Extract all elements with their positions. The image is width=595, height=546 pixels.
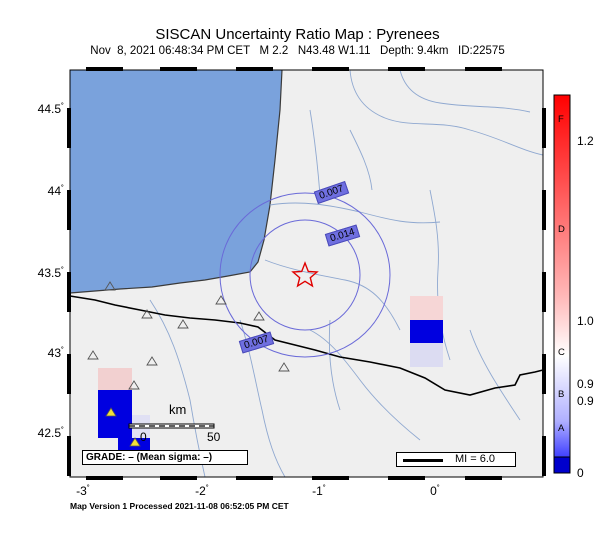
epicenter-star [291, 261, 319, 288]
footer-processed: Map Version 1 Processed 2021-11-08 06:52… [70, 501, 289, 511]
colorbar-label-1.2: 1.2 [577, 134, 594, 148]
frame-ticks [67, 67, 546, 480]
scale-end: 50 [207, 430, 221, 444]
y-tick-42.5: 42.5˚ [37, 426, 64, 440]
scale-start: 0 [140, 430, 147, 444]
mi-line [403, 459, 443, 462]
colorbar-letter-b: B [558, 389, 565, 400]
ocean-area [70, 70, 282, 293]
uncertainty-contours [219, 192, 391, 358]
seismic-stations [87, 281, 290, 390]
colorbar-gradient [553, 94, 571, 458]
x-tick-0: 0˚ [430, 484, 440, 498]
x-tick-minus1: -1˚ [312, 484, 326, 498]
colorbar-letter-f: F [558, 114, 564, 125]
scale-bar [128, 423, 215, 429]
x-tick-minus2: -2˚ [195, 484, 209, 498]
y-tick-43.5: 43.5˚ [37, 266, 64, 280]
colorbar-letter-a: A [558, 423, 565, 434]
x-tick-minus3: -3˚ [76, 484, 90, 498]
colorbar-label-0: 0 [577, 466, 584, 480]
colorbar-letter-d: D [558, 224, 565, 235]
map-title: SISCAN Uncertainty Ratio Map : Pyrenees [155, 26, 440, 43]
colorbar-label-0.9a: 0.9 [577, 377, 594, 391]
uncertainty-cells [98, 296, 443, 450]
event-info: Nov 8, 2021 06:48:34 PM CET M 2.2 N43.48… [90, 45, 505, 57]
colorbar-bottom-swatch [553, 456, 571, 474]
colorbar-label-0.9b: 0.9 [577, 394, 594, 408]
y-tick-44: 44˚ [47, 184, 64, 198]
colorbar-label-1.0: 1.0 [577, 314, 594, 328]
y-tick-44.5: 44.5˚ [37, 102, 64, 116]
mi-text: MI = 6.0 [455, 453, 496, 465]
coastline [69, 69, 283, 294]
scale-unit: km [169, 402, 187, 417]
y-tick-43: 43˚ [47, 346, 64, 360]
mi-legend: MI = 6.0 [396, 452, 516, 467]
colorbar-letter-c: C [558, 347, 565, 358]
active-stations [105, 407, 141, 447]
grade-box: GRADE: – (Mean sigma: –) [82, 450, 248, 465]
national-border [69, 295, 544, 396]
